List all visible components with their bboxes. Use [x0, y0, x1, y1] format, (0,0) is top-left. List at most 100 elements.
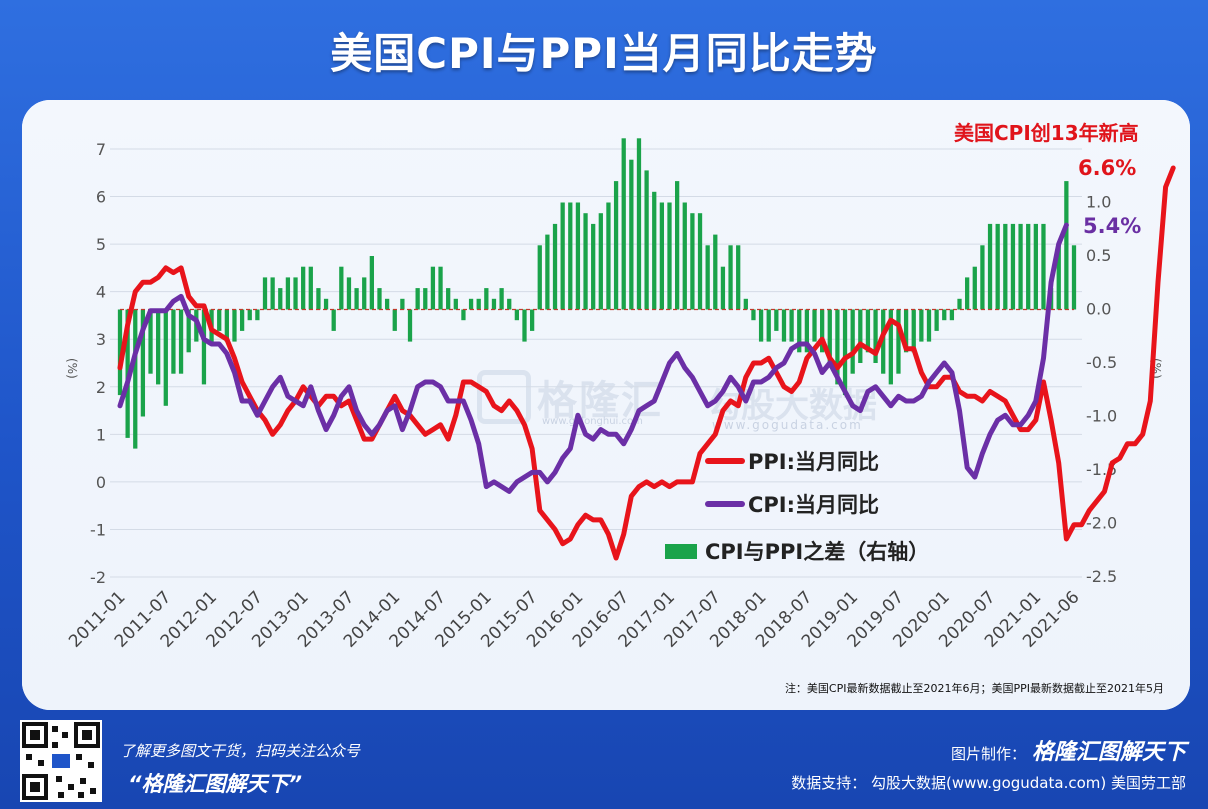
diff-bar — [316, 288, 321, 310]
cpi-record-annotation: 美国CPI创13年新高 — [954, 121, 1139, 145]
diff-bar — [652, 191, 657, 310]
diff-bar — [415, 288, 420, 310]
diff-bar — [926, 309, 932, 342]
diff-bar — [262, 277, 268, 310]
diff-bar — [942, 309, 947, 321]
diff-bar — [1010, 223, 1016, 310]
diff-bar — [362, 277, 367, 310]
y-right-tick-label: 1.0 — [1086, 193, 1111, 212]
diff-bar — [163, 309, 168, 406]
diff-bar — [827, 309, 832, 363]
diff-bar — [659, 202, 665, 310]
diff-bar — [217, 309, 222, 331]
diff-bar — [171, 309, 176, 374]
diff-bar — [751, 309, 756, 321]
y-right-tick-label: -0.5 — [1086, 353, 1117, 372]
diff-bar — [965, 277, 970, 310]
diff-bar — [621, 138, 626, 310]
diff-bar — [972, 266, 977, 310]
footer-line1: 了解更多图文干货，扫码关注公众号 — [120, 742, 361, 760]
diff-bar — [148, 309, 153, 374]
diff-bar — [476, 298, 481, 310]
watermark-sub2: www.gogudata.com — [712, 418, 863, 432]
diff-bar — [705, 245, 710, 310]
legend-diff-swatch — [665, 544, 697, 559]
diff-bar — [720, 266, 726, 310]
diff-bar — [178, 309, 184, 374]
diff-bar — [911, 309, 916, 353]
diff-bar — [881, 309, 886, 374]
y-right-tick-label: -1.0 — [1086, 407, 1117, 426]
watermark-brand: 格隆汇 — [537, 378, 663, 424]
diff-bar — [812, 309, 817, 342]
diff-bar — [423, 288, 428, 310]
diff-bar — [667, 202, 672, 310]
footer-data-support: 数据支持： 勾股大数据(www.gogudata.com) 美国劳工部 — [791, 774, 1186, 792]
diff-bar — [453, 298, 458, 310]
made-by-brand: 格隆汇图解天下 — [1031, 740, 1186, 765]
diff-bar — [949, 309, 955, 321]
diff-bar — [957, 298, 962, 310]
diff-bar — [468, 298, 474, 310]
diff-bar — [774, 309, 779, 331]
diff-bar — [354, 288, 359, 310]
diff-bar — [560, 202, 565, 310]
diff-bar — [674, 181, 680, 310]
diff-bar — [140, 309, 146, 417]
diff-bar — [797, 309, 802, 353]
diff-bar — [896, 309, 901, 374]
diff-bar — [736, 245, 741, 310]
footnote: 注：美国CPI最新数据截止至2021年6月；美国PPI最新数据截止至2021年5… — [784, 682, 1164, 695]
legend-diff-label: CPI与PPI之差（右轴） — [705, 540, 929, 564]
diff-bar — [545, 234, 550, 310]
watermark-logo-icon — [477, 370, 531, 424]
diff-bar — [301, 266, 306, 310]
diff-bar — [575, 202, 581, 310]
chart-svg: 76543210-1-21.00.50.0-0.5-1.0-1.5-2.0-2.… — [65, 121, 1176, 652]
diff-bar — [629, 159, 634, 310]
diff-bar — [1041, 223, 1046, 310]
diff-bar — [591, 223, 596, 310]
y-tick-label: 7 — [96, 140, 106, 159]
diff-bar — [820, 309, 825, 353]
diff-bar — [117, 309, 123, 396]
diff-bar — [461, 309, 466, 321]
diff-bar — [133, 309, 138, 449]
diff-bar — [781, 309, 787, 342]
made-by-label: 图片制作： — [950, 745, 1026, 763]
diff-bar — [285, 277, 291, 310]
diff-bar — [537, 245, 542, 310]
ppi-last-value: 6.6% — [1078, 156, 1136, 180]
diff-bar — [255, 309, 260, 321]
diff-bar — [293, 277, 298, 310]
diff-bar — [1071, 245, 1077, 310]
diff-bar — [1026, 223, 1031, 310]
diff-bar — [507, 298, 512, 310]
diff-bar — [713, 234, 718, 310]
chart-card: 格隆汇 www.gelonghui.com 勾股大数据 www.gogudata… — [22, 100, 1190, 710]
diff-bar — [919, 309, 924, 342]
diff-bar — [1056, 245, 1061, 310]
diff-bar — [743, 298, 748, 310]
diff-bar — [384, 298, 390, 310]
diff-bar — [201, 309, 207, 385]
diff-bar — [552, 223, 558, 310]
diff-bar — [583, 213, 588, 310]
diff-bar — [697, 213, 703, 310]
y-tick-label: 1 — [96, 425, 106, 444]
diff-bar — [331, 309, 336, 331]
diff-bar — [758, 309, 764, 342]
diff-bar — [766, 309, 771, 342]
y-right-tick-label: -2.0 — [1086, 514, 1117, 533]
page-title: 美国CPI与PPI当月同比走势 — [330, 29, 878, 78]
diff-bar — [858, 309, 863, 363]
diff-bar — [568, 202, 573, 310]
diff-bar — [835, 309, 840, 385]
diff-bar — [934, 309, 939, 331]
cpi-last-value: 5.4% — [1083, 214, 1141, 238]
diff-bar — [1018, 223, 1023, 310]
diff-bar — [804, 309, 810, 353]
diff-bar — [987, 223, 993, 310]
diff-bar — [903, 309, 909, 353]
diff-bar — [613, 181, 619, 310]
